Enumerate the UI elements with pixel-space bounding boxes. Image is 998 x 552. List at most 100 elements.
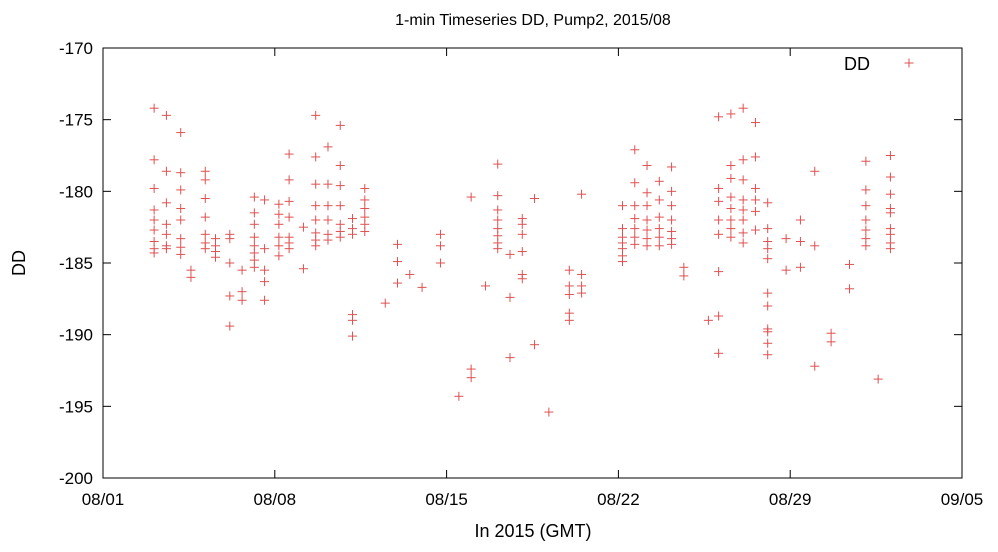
data-point [726, 232, 736, 242]
data-point [703, 315, 713, 325]
data-point [667, 186, 677, 196]
data-point [274, 241, 284, 251]
data-point [726, 215, 736, 225]
data-point [738, 103, 748, 113]
data-point [161, 166, 171, 176]
data-point [826, 328, 836, 338]
data-point [323, 179, 333, 189]
data-point [763, 327, 773, 337]
data-point [417, 282, 427, 292]
data-point [260, 295, 270, 305]
data-point [654, 176, 664, 186]
data-point [885, 189, 895, 199]
data-point [630, 201, 640, 211]
data-point [493, 205, 503, 215]
data-point [435, 258, 445, 268]
data-point [210, 252, 220, 262]
data-point [667, 239, 677, 249]
data-point [335, 201, 345, 211]
data-point [738, 155, 748, 165]
data-point [274, 251, 284, 261]
data-point [750, 152, 760, 162]
data-point [335, 181, 345, 191]
data-point [260, 195, 270, 205]
data-point [667, 201, 677, 211]
data-point [845, 284, 855, 294]
data-point [885, 208, 895, 218]
data-point [505, 353, 515, 363]
legend-marker-dd [904, 58, 914, 68]
data-point [323, 201, 333, 211]
chart-title: 1-min Timeseries DD, Pump2, 2015/08 [395, 12, 671, 29]
data-point [237, 265, 247, 275]
data-point [738, 195, 748, 205]
data-point [642, 201, 652, 211]
data-point [335, 120, 345, 130]
data-point [237, 287, 247, 297]
data-point [667, 162, 677, 172]
data-point [630, 214, 640, 224]
data-point [200, 229, 210, 239]
data-point [360, 226, 370, 236]
data-point [781, 234, 791, 244]
data-point [714, 196, 724, 206]
y-tick-label: -190 [59, 326, 93, 345]
data-point [161, 219, 171, 229]
data-point [260, 265, 270, 275]
x-axis: 08/01 08/08 08/15 08/22 08/29 09/05 [82, 48, 983, 509]
data-point [323, 215, 333, 225]
data-point [149, 225, 159, 235]
data-point [763, 198, 773, 208]
data-point [654, 224, 664, 234]
data-point [435, 229, 445, 239]
data-point [311, 215, 321, 225]
data-point [763, 288, 773, 298]
data-point [360, 183, 370, 193]
data-point [564, 315, 574, 325]
data-point [714, 229, 724, 239]
data-point [726, 173, 736, 183]
data-point [380, 298, 390, 308]
data-point [714, 112, 724, 122]
x-axis-title: In 2015 (GMT) [474, 521, 591, 541]
data-point [726, 224, 736, 234]
data-point [763, 350, 773, 360]
data-point [826, 337, 836, 347]
data-point [435, 241, 445, 251]
data-point [176, 234, 186, 244]
data-point [738, 238, 748, 248]
data-point [311, 152, 321, 162]
data-point [763, 301, 773, 311]
data-point [311, 241, 321, 251]
data-point [845, 259, 855, 269]
data-point [885, 172, 895, 182]
data-point [726, 204, 736, 214]
data-point [564, 281, 574, 291]
data-point [750, 195, 760, 205]
data-point [642, 188, 652, 198]
data-point [795, 262, 805, 272]
data-point [274, 232, 284, 242]
data-point [284, 149, 294, 159]
data-point [260, 277, 270, 287]
data-point [149, 183, 159, 193]
legend-label-dd: DD [844, 54, 870, 74]
data-point [630, 224, 640, 234]
y-tick-label: -185 [59, 254, 93, 273]
data-point [311, 179, 321, 189]
data-point [873, 374, 883, 384]
data-point [493, 159, 503, 169]
data-point [249, 192, 259, 202]
data-point [630, 239, 640, 249]
data-point [577, 189, 587, 199]
data-point [249, 208, 259, 218]
data-point [161, 110, 171, 120]
data-point [763, 338, 773, 348]
data-point [738, 175, 748, 185]
data-point [176, 249, 186, 259]
data-point [750, 118, 760, 128]
data-point [260, 244, 270, 254]
data-point [200, 175, 210, 185]
data-point [642, 215, 652, 225]
data-point [750, 206, 760, 216]
